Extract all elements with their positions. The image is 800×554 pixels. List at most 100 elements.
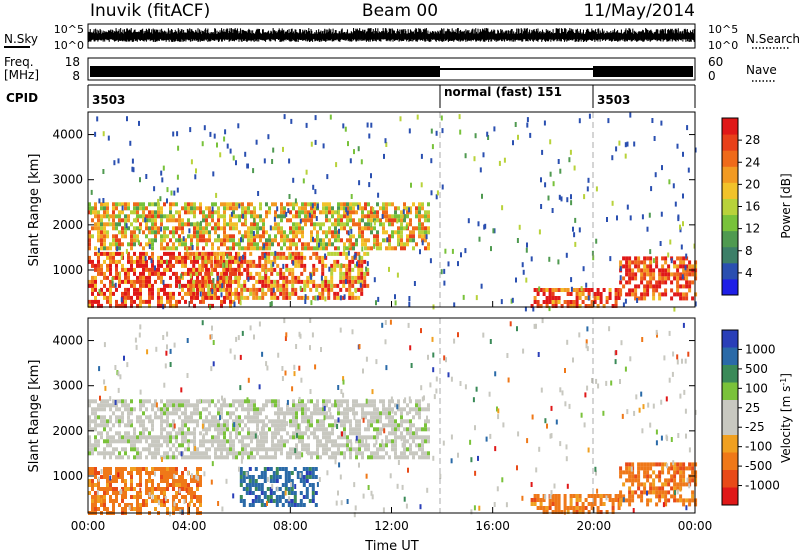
heatmap-cell [292, 226, 295, 231]
heatmap-cell [187, 279, 190, 284]
heatmap-cell [256, 443, 259, 448]
heatmap-cell [175, 467, 178, 471]
heatmap-cell [103, 399, 106, 404]
heatmap-cell [424, 230, 427, 235]
heatmap-cell [248, 491, 252, 495]
heatmap-cell [544, 182, 547, 188]
heatmap-cell [310, 230, 313, 235]
heatmap-cell [396, 218, 399, 224]
heatmap-cell [151, 214, 154, 219]
heatmap-cell [196, 479, 199, 483]
freq-tick-high: 18 [65, 55, 80, 69]
heatmap-cell [548, 256, 551, 262]
heatmap-cell [342, 283, 346, 288]
heatmap-cell [106, 255, 109, 260]
heatmap-cell [124, 226, 127, 231]
heatmap-cell [394, 439, 397, 444]
heatmap-cell [394, 218, 397, 223]
heatmap-cell [295, 242, 298, 247]
heatmap-cell [283, 427, 286, 432]
heatmap-cell [232, 279, 235, 284]
heatmap-cell [211, 246, 214, 251]
heatmap-cell [382, 455, 385, 460]
heatmap-cell [196, 507, 199, 511]
heatmap-cell [277, 399, 280, 404]
heatmap-cell [243, 267, 247, 272]
heatmap-cell [235, 427, 238, 432]
heatmap-cell [91, 226, 94, 231]
heatmap-cell [607, 118, 610, 124]
heatmap-cell [682, 221, 684, 227]
heatmap-cell [181, 295, 184, 300]
heatmap-cell [166, 507, 169, 511]
heatmap-cell [148, 479, 151, 483]
heatmap-cell [145, 435, 148, 440]
heatmap-cell [570, 286, 573, 292]
heatmap-cell [154, 222, 157, 227]
heatmap-cell [176, 131, 179, 137]
heatmap-cell [112, 491, 115, 495]
heatmap-cell [394, 214, 397, 219]
heatmap-cell [373, 419, 376, 424]
heatmap-cell [100, 399, 103, 404]
heatmap-cell [429, 258, 432, 264]
heatmap-cell [318, 291, 322, 296]
heatmap-cell [190, 238, 193, 243]
heatmap-cell [274, 226, 277, 231]
heatmap-cell [232, 238, 235, 243]
heatmap-cell [88, 303, 91, 308]
heatmap-cell [307, 407, 310, 412]
heatmap-cell [193, 202, 196, 207]
heatmap-cell [301, 403, 304, 408]
heatmap-cell [619, 498, 623, 503]
heatmap-cell [313, 431, 316, 436]
heatmap-cell [193, 455, 196, 460]
heatmap-cell [136, 234, 139, 239]
heatmap-cell [145, 399, 148, 404]
heatmap-cell [303, 263, 307, 268]
heatmap-cell [334, 419, 337, 424]
heatmap-cell [250, 447, 253, 452]
heatmap-cell [184, 299, 187, 304]
heatmap-cell [211, 242, 214, 247]
heatmap-cell [301, 206, 304, 211]
heatmap-cell [682, 193, 684, 199]
heatmap-cell [595, 186, 598, 192]
heatmap-cell [169, 483, 172, 487]
heatmap-cell [142, 275, 145, 280]
heatmap-cell [664, 268, 668, 273]
heatmap-cell [216, 271, 220, 276]
heatmap-cell [118, 419, 121, 424]
heatmap-cell [614, 494, 618, 498]
heatmap-cell [310, 218, 313, 223]
heatmap-cell [351, 291, 355, 296]
heatmap-cell [217, 214, 220, 219]
heatmap-cell [115, 267, 118, 272]
heatmap-cell [349, 455, 352, 460]
heatmap-cell [377, 296, 380, 302]
heatmap-cell [238, 214, 241, 219]
heatmap-cell [346, 439, 349, 444]
heatmap-cell [214, 455, 217, 460]
heatmap-cell [327, 291, 331, 296]
heatmap-cell [668, 179, 671, 185]
heatmap-cell [339, 271, 343, 276]
heatmap-cell [482, 152, 485, 158]
heatmap-cell [319, 222, 322, 227]
heatmap-cell [409, 238, 412, 243]
heatmap-cell [364, 403, 367, 408]
heatmap-cell [262, 226, 265, 231]
heatmap-cell [178, 427, 181, 432]
heatmap-cell [545, 296, 549, 300]
heatmap-cell [181, 471, 184, 475]
heatmap-cell [687, 167, 690, 173]
heatmap-cell [163, 451, 166, 456]
heatmap-cell [142, 419, 145, 424]
heatmap-cell [226, 403, 229, 408]
heatmap-cell [198, 267, 202, 272]
heatmap-cell [97, 299, 100, 304]
heatmap-cell [282, 146, 284, 152]
heatmap-cell [643, 292, 647, 297]
heatmap-cell [223, 419, 226, 424]
heatmap-cell [115, 495, 118, 499]
